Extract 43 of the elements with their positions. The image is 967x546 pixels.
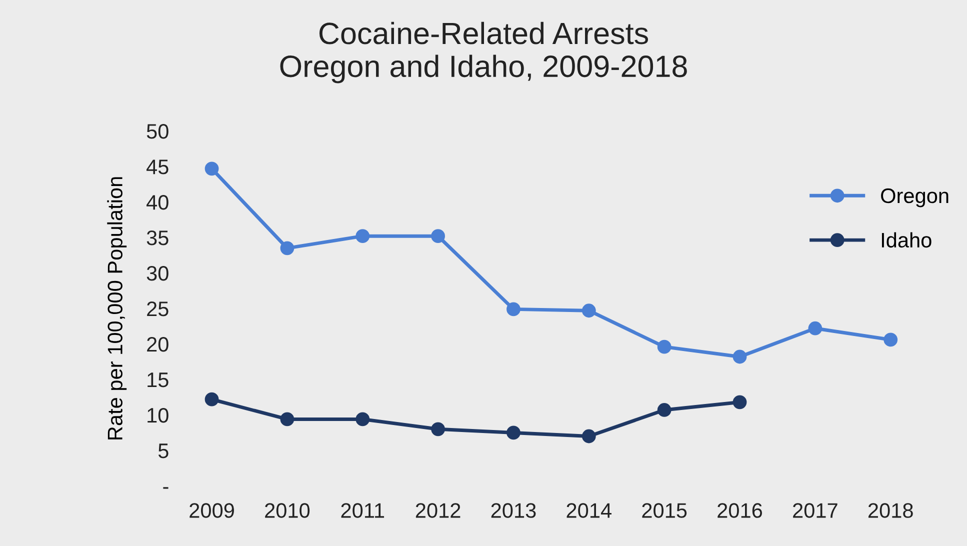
point	[356, 412, 370, 426]
y-tick-label: 50	[146, 124, 168, 139]
x-tick-label: 2014	[566, 503, 612, 518]
point	[356, 229, 370, 244]
point	[280, 241, 294, 256]
point	[506, 426, 520, 440]
point	[431, 422, 445, 436]
x-tick-label: 2016	[718, 503, 762, 518]
y-tick-label: 25	[147, 301, 168, 316]
y-tick-label: 5	[158, 444, 168, 458]
y-tick-label: 15	[148, 372, 168, 388]
point	[582, 429, 596, 444]
point	[204, 392, 219, 406]
point	[732, 350, 747, 364]
point	[808, 321, 822, 336]
x-tick-label: 2013	[491, 503, 536, 518]
point	[657, 403, 672, 417]
y-tick-label: 20	[147, 336, 168, 352]
x-tick-label: 2017	[793, 503, 838, 518]
point	[657, 340, 672, 354]
point	[204, 162, 219, 176]
point	[506, 302, 520, 316]
point	[732, 395, 747, 410]
y-axis-title: Rate per 100,000 Population	[107, 177, 127, 440]
x-tick-label: 2010	[265, 503, 310, 518]
point	[884, 332, 898, 347]
x-tick-label: 2009	[190, 503, 234, 518]
y-tick-label: 35	[146, 230, 168, 246]
point	[431, 229, 445, 244]
legend-label: Oregon	[881, 188, 948, 208]
y-tick-label: 45	[146, 160, 168, 174]
legend-label: Idaho	[882, 232, 932, 248]
y-tick-label: 30	[146, 266, 168, 281]
y-tick-label: 10	[148, 408, 168, 423]
x-tick-label: 2012	[416, 503, 460, 518]
x-tick-label: 2018	[868, 503, 913, 518]
chart-title: Cocaine-Related Arrests Oregon and Idaho, 2009-2018	[280, 22, 687, 84]
y-tick-label: 40	[146, 195, 168, 210]
y-tick-label: -	[163, 487, 168, 489]
point	[582, 304, 596, 318]
x-tick-label: 2011	[341, 503, 384, 518]
x-tick-label: 2015	[642, 503, 687, 518]
point	[280, 412, 294, 426]
